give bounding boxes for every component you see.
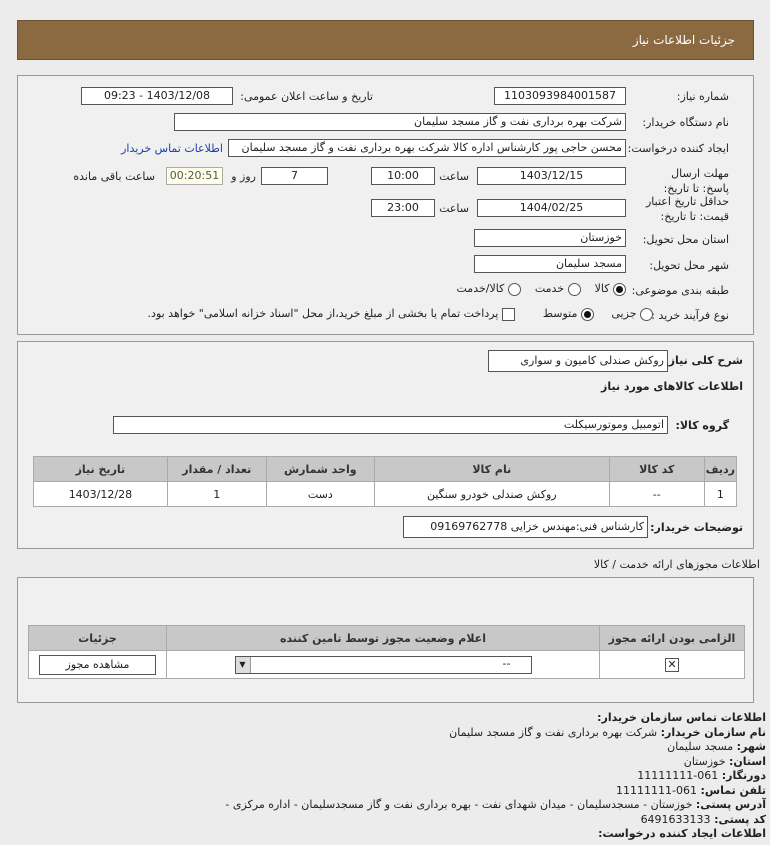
remaining-label: ساعت باقی مانده: [73, 170, 155, 183]
contact-postal: 6491633133: [640, 812, 711, 826]
contact-org-label: نام سازمان خریدار:: [660, 725, 766, 739]
creator-info-title: اطلاعات ایجاد کننده درخواست:: [598, 827, 766, 840]
buyer-notes-label: توضیحات خریدار:: [650, 521, 743, 534]
cell-date: 1403/12/28: [33, 481, 168, 507]
validity-time-field[interactable]: 23:00: [371, 199, 435, 217]
category-both-radio[interactable]: [507, 282, 521, 296]
contact-buyer-link[interactable]: اطلاعات تماس خریدار: [121, 142, 223, 155]
creator-label: ایجاد کننده درخواست:: [627, 142, 729, 155]
contact-city: مسجد سلیمان: [667, 740, 734, 753]
goods-group-field: اتومبیل وموتورسیکلت: [113, 416, 668, 434]
page-title: جزئیات اطلاعات نیاز: [632, 33, 735, 47]
process-label: نوع فرآیند خرید :: [651, 309, 729, 322]
col-code: کد کالا: [608, 456, 705, 482]
status-select[interactable]: -- ▼: [234, 655, 532, 674]
need-number-field[interactable]: 1103093984001587: [494, 87, 626, 105]
description-label: شرح کلی نیاز:: [664, 354, 743, 367]
treasury-checkbox[interactable]: [501, 307, 515, 321]
col-date: تاریخ نیاز: [33, 456, 168, 482]
process-minor-radio[interactable]: [640, 307, 653, 321]
contact-phone-label: تلفن تماس:: [700, 783, 766, 797]
cell-unit: دست: [265, 481, 375, 507]
category-service-label: خدمت: [534, 282, 565, 295]
permits-title: اطلاعات مجوزهای ارائه خدمت / کالا: [593, 558, 760, 571]
contact-title: اطلاعات تماس سازمان خریدار:: [597, 711, 766, 724]
permits-table: الزامی بودن ارائه مجوز اعلام وضعیت مجوز …: [28, 625, 745, 679]
contact-postal-label: کد پستی:: [714, 812, 766, 826]
category-goods-label: کالا: [594, 282, 610, 295]
goods-table: ردیف کد کالا نام کالا واحد شمارش تعداد /…: [33, 456, 738, 507]
province-label: استان محل تحویل:: [642, 233, 729, 246]
col-qty: تعداد / مقدار: [166, 456, 267, 482]
col-details: جزئیات: [28, 625, 167, 651]
days-field[interactable]: 7: [261, 167, 328, 185]
contact-city-label: شهر:: [736, 740, 766, 753]
table-row: 1 -- روکش صندلی خودرو سنگین دست 1 1403/1…: [33, 481, 738, 507]
goods-section-title: اطلاعات کالاهای مورد نیاز: [601, 380, 743, 393]
process-medium-radio[interactable]: [580, 307, 594, 321]
contact-province: خوزستان: [683, 754, 726, 768]
deadline-time-field[interactable]: 10:00: [371, 167, 435, 185]
validity-label: حداقل تاریخ اعتبار قیمت: تا تاریخ:: [645, 195, 729, 223]
deadline-date-field[interactable]: 1403/12/15: [477, 167, 626, 185]
buyer-org-label: نام دستگاه خریدار:: [642, 116, 729, 129]
need-number-label: شماره نیاز:: [676, 90, 729, 103]
cell-code: --: [608, 481, 705, 507]
category-both-label: کالا/خدمت: [456, 282, 505, 295]
checked-box-icon: ✕: [665, 657, 679, 672]
cell-qty: 1: [166, 481, 267, 507]
process-options: جزیی متوسط پرداخت تمام یا بخشی از مبلغ خ…: [148, 307, 653, 321]
contact-fax: 061-11111111: [637, 769, 719, 782]
announce-field[interactable]: 1403/12/08 - 09:23: [81, 87, 233, 105]
need-details-panel: شرح کلی نیاز: روکش صندلی کامیون و سواری …: [17, 341, 754, 549]
view-permit-button[interactable]: مشاهده مجوز: [39, 654, 156, 675]
remaining-time-field: 00:20:51: [166, 167, 223, 185]
permits-panel: الزامی بودن ارائه مجوز اعلام وضعیت مجوز …: [17, 577, 754, 703]
cell-name: روکش صندلی خودرو سنگین: [373, 481, 610, 507]
table-row: ✕ -- ▼ مشاهده مجوز: [28, 650, 745, 679]
validity-time-label: ساعت: [439, 202, 469, 215]
dropdown-arrow-icon[interactable]: ▼: [235, 656, 251, 673]
header-bar: جزئیات اطلاعات نیاز: [17, 20, 754, 60]
process-medium-label: متوسط: [542, 307, 578, 320]
province-field[interactable]: خوزستان: [474, 229, 626, 247]
description-field: روکش صندلی کامیون و سواری: [488, 350, 668, 372]
contact-address-label: آدرس پستی:: [695, 798, 766, 811]
category-service-radio[interactable]: [567, 282, 581, 296]
buyer-org-field[interactable]: شرکت بهره برداری نفت و گاز مسجد سلیمان: [174, 113, 626, 131]
category-options: کالا خدمت کالا/خدمت: [456, 282, 626, 296]
need-info-panel: شماره نیاز: 1103093984001587 تاریخ و ساع…: [17, 75, 754, 335]
status-cell: -- ▼: [166, 650, 600, 679]
deadline-label: مهلت ارسال پاسخ: تا تاریخ:: [663, 167, 729, 195]
category-label: طبقه بندی موضوعی:: [631, 284, 729, 297]
contact-address: خوزستان - مسجدسلیمان - میدان شهدای نفت -…: [225, 798, 693, 811]
deadline-time-label: ساعت: [439, 170, 469, 183]
city-field[interactable]: مسجد سلیمان: [474, 255, 626, 273]
buyer-notes-field: کارشناس فنی:مهندس خزایی 09169762778: [403, 516, 648, 538]
col-row: ردیف: [703, 456, 738, 482]
col-required: الزامی بودن ارائه مجوز: [599, 625, 745, 651]
city-label: شهر محل تحویل:: [649, 259, 729, 272]
validity-date-field[interactable]: 1404/02/25: [477, 199, 626, 217]
col-unit: واحد شمارش: [265, 456, 375, 482]
announce-label: تاریخ و ساعت اعلان عمومی:: [240, 90, 373, 103]
contact-phone: 061-11111111: [616, 783, 698, 797]
creator-field[interactable]: محسن حاجی پور کارشناس اداره کالا شرکت به…: [228, 139, 626, 157]
contact-province-label: استان:: [729, 754, 766, 768]
days-label: روز و: [231, 170, 256, 183]
goods-table-header: ردیف کد کالا نام کالا واحد شمارش تعداد /…: [33, 456, 738, 482]
category-goods-radio[interactable]: [613, 282, 626, 296]
goods-group-label: گروه کالا:: [675, 419, 729, 432]
col-status: اعلام وضعیت مجوز توسط تامین کننده: [166, 625, 600, 651]
contact-org: شرکت بهره برداری نفت و گاز مسجد سلیمان: [449, 725, 658, 739]
buyer-contact-section: اطلاعات تماس سازمان خریدار: نام سازمان خ…: [225, 711, 766, 842]
cell-row: 1: [703, 481, 738, 507]
details-cell: مشاهده مجوز: [28, 650, 167, 679]
contact-fax-label: دورنگار:: [721, 769, 766, 782]
col-name: نام کالا: [373, 456, 610, 482]
required-cell: ✕: [599, 650, 745, 679]
status-select-value: --: [502, 656, 511, 670]
treasury-note: پرداخت تمام یا بخشی از مبلغ خرید،از محل …: [147, 307, 499, 320]
process-minor-label: جزیی: [611, 307, 637, 320]
